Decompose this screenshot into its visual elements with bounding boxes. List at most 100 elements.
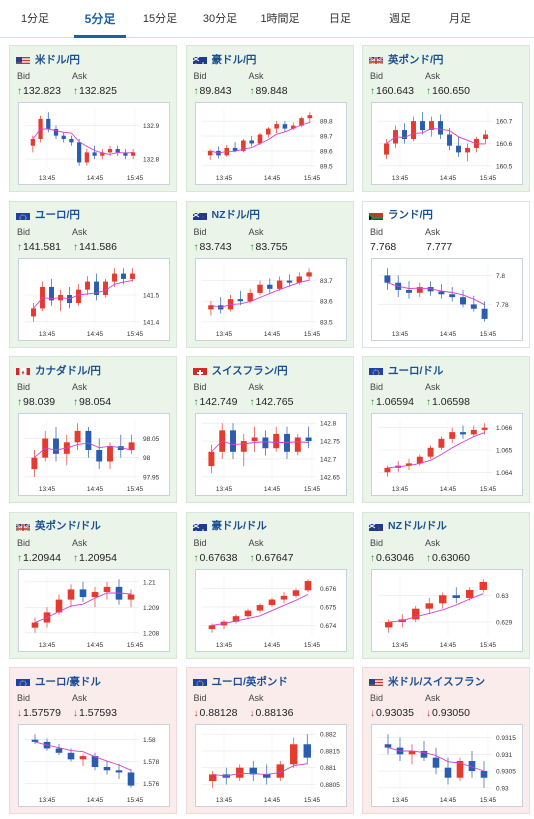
rate-card[interactable]: 豪ドル/ドル Bid Ask ↑0.67638 ↑0.67647 0.676 0.675 0.… bbox=[185, 511, 354, 659]
tab-0[interactable]: 1分足 bbox=[20, 13, 50, 25]
rate-card[interactable]: ユーロ/円 Bid Ask ↑141.581 ↑141.586 141.5 141.4 13:… bbox=[9, 200, 177, 348]
tab-5[interactable]: 日足 bbox=[329, 13, 351, 25]
y-tick-label: 1.066 bbox=[496, 425, 513, 432]
ask-label: Ask bbox=[72, 537, 88, 548]
rate-card[interactable]: カナダドル/円 Bid Ask ↑98.039 ↑98.054 98.05 98 97.95 1… bbox=[9, 356, 177, 503]
currency-pair-name[interactable]: NZドル/ドル bbox=[388, 520, 447, 532]
ask-value-wrap: ↑98.054 bbox=[73, 396, 111, 408]
currency-flag-icon bbox=[16, 365, 30, 375]
candle-body bbox=[77, 142, 82, 163]
currency-pair-name[interactable]: 英ポンド/ドル bbox=[35, 520, 101, 532]
ask-value-wrap: ↑0.67647 bbox=[250, 552, 294, 564]
ask-label: Ask bbox=[72, 226, 88, 237]
ask-label: Ask bbox=[425, 71, 441, 81]
currency-pair-name[interactable]: ユーロ/ドル bbox=[388, 364, 444, 377]
currency-pair-name[interactable]: 豪ドル/ドル bbox=[211, 520, 267, 532]
rate-card[interactable]: NZドル/ドル Bid Ask ↑0.63046 ↑0.63060 0.63 0.629 13… bbox=[362, 511, 530, 659]
currency-pair-name[interactable]: 豪ドル/円 bbox=[211, 53, 257, 66]
candlestick-chart[interactable]: 83.7 83.6 83.5 13:45 14:45 15:45 bbox=[194, 257, 347, 341]
candlestick-chart[interactable]: 98.05 98 97.95 13:45 14:45 15:45 bbox=[18, 413, 170, 496]
candle-body bbox=[282, 124, 287, 129]
rate-card[interactable]: 豪ドル/円 Bid Ask ↑89.843 ↑89.848 89.8 89.7 89.6 89.… bbox=[185, 45, 354, 192]
currency-flag-icon bbox=[369, 521, 383, 531]
candlestick-chart[interactable]: 89.8 89.7 89.6 89.5 13:45 14:45 15:45 bbox=[194, 102, 347, 185]
bid-value-wrap: ↓1.57579 bbox=[17, 707, 67, 719]
rate-card[interactable]: スイスフラン/円 Bid Ask ↑142.749 ↑142.765 142.8 142.7… bbox=[185, 356, 354, 503]
rate-card[interactable]: NZドル/円 Bid Ask ↑83.743 ↑83.755 83.7 83.6 83.5 13… bbox=[185, 200, 354, 348]
rate-card[interactable]: 英ポンド/ドル Bid Ask ↑1.20944 ↑1.20954 1.21 1.209 1.… bbox=[9, 511, 177, 659]
candle-body bbox=[79, 756, 87, 760]
candlestick-chart[interactable]: 1.066 1.065 1.064 13:45 14:45 15:45 bbox=[371, 413, 523, 496]
y-tick-label: 89.8 bbox=[320, 119, 333, 126]
candlestick-chart[interactable]: 160.7 160.6 160.5 13:45 14:45 15:45 bbox=[371, 102, 523, 185]
candle-body bbox=[402, 130, 407, 139]
bid-label: Bid bbox=[17, 226, 31, 237]
candle-body bbox=[480, 771, 488, 778]
candlestick-chart[interactable]: 1.21 1.209 1.208 13:45 14:45 15:45 bbox=[18, 568, 170, 652]
bid-value: 98.039 bbox=[23, 396, 56, 408]
candlestick-chart[interactable]: 1.58 1.578 1.576 13:45 14:45 15:45 bbox=[18, 724, 170, 807]
currency-pair-name[interactable]: 英ポンド/円 bbox=[388, 53, 444, 66]
currency-pair-name[interactable]: スイスフラン/円 bbox=[211, 364, 288, 377]
candlestick-chart[interactable]: 132.9 132.8 13:45 14:45 15:45 bbox=[18, 102, 170, 185]
rate-card[interactable]: ユーロ/英ポンド Bid Ask ↓0.88128 ↓0.88136 0.882 0.881… bbox=[185, 667, 354, 814]
y-tick-label: 1.065 bbox=[496, 448, 513, 455]
bid-value-wrap: ↑132.823 bbox=[17, 85, 67, 97]
price-values: ↓1.57579 ↓1.57593 bbox=[17, 707, 117, 719]
bid-value-wrap: ↑1.20944 bbox=[17, 552, 67, 564]
y-tick-label: 83.5 bbox=[320, 319, 333, 326]
rate-card[interactable]: 英ポンド/円 Bid Ask ↑160.643 ↑160.650 160.7 160.6 16… bbox=[362, 45, 530, 192]
currency-flag-icon bbox=[16, 210, 30, 220]
candle-body bbox=[76, 289, 81, 303]
candle-body bbox=[31, 622, 39, 628]
card-header: 米ドル/円 bbox=[16, 52, 80, 66]
candlestick-chart[interactable]: 0.676 0.675 0.674 13:45 14:45 15:45 bbox=[194, 568, 347, 652]
candlestick-chart[interactable]: 7.8 7.78 13:45 14:45 15:45 bbox=[371, 257, 523, 341]
candle-body bbox=[303, 744, 311, 758]
tab-1[interactable]: 5分足 bbox=[70, 0, 130, 38]
currency-pair-name[interactable]: ユーロ/豪ドル bbox=[35, 675, 101, 688]
candlestick-chart[interactable]: 0.9315 0.931 0.9305 0.93 13:45 14:45 15:45 bbox=[371, 724, 523, 807]
bid-value: 0.88128 bbox=[199, 707, 238, 719]
currency-pair-name[interactable]: ランド/円 bbox=[388, 209, 433, 221]
up-arrow-icon: ↑ bbox=[193, 86, 199, 97]
ask-value: 0.67647 bbox=[255, 551, 294, 564]
candlestick-chart[interactable]: 141.5 141.4 13:45 14:45 15:45 bbox=[18, 257, 170, 341]
candle-body bbox=[468, 761, 476, 772]
currency-pair-name[interactable]: カナダドル/円 bbox=[35, 364, 101, 377]
currency-pair-name[interactable]: NZドル/円 bbox=[211, 209, 260, 221]
candle-body bbox=[456, 145, 461, 153]
bid-value: 160.643 bbox=[376, 85, 414, 97]
candlestick-chart[interactable]: 0.63 0.629 13:45 14:45 15:45 bbox=[371, 568, 523, 652]
rate-card[interactable]: ランド/円 Bid Ask 7.768 7.777 7.8 7.78 13:45 14:45 15… bbox=[362, 200, 530, 348]
bid-label: Bid bbox=[370, 537, 384, 548]
rate-card[interactable]: 米ドル/スイスフラン Bid Ask ↓0.93035 ↓0.93050 0.9315 0.… bbox=[362, 667, 530, 814]
candle-body bbox=[130, 273, 135, 279]
candlestick-chart[interactable]: 142.8 142.75 142.7 142.65 13:45 14:45 15:45 bbox=[194, 413, 347, 496]
tab-6[interactable]: 週足 bbox=[389, 13, 411, 25]
rate-card[interactable]: ユーロ/ドル Bid Ask ↑1.06594 ↑1.06598 1.066 1.065 1.… bbox=[362, 356, 530, 503]
ask-value-wrap: ↑1.06598 bbox=[426, 396, 470, 408]
candle-body bbox=[447, 134, 452, 146]
y-tick-label: 7.8 bbox=[496, 272, 505, 279]
candle-body bbox=[249, 767, 257, 775]
candlestick-chart[interactable]: 0.882 0.8815 0.881 0.8805 13:45 14:45 15:45 bbox=[194, 724, 347, 807]
currency-pair-name[interactable]: 米ドル/スイスフラン bbox=[388, 675, 486, 688]
tab-4[interactable]: 1時間足 bbox=[260, 13, 300, 25]
rate-card[interactable]: ユーロ/豪ドル Bid Ask ↓1.57579 ↓1.57593 1.58 1.578 1.… bbox=[9, 667, 177, 814]
currency-pair-name[interactable]: 米ドル/円 bbox=[35, 53, 80, 66]
tab-3[interactable]: 30分足 bbox=[202, 13, 238, 25]
currency-pair-name[interactable]: ユーロ/英ポンド bbox=[211, 675, 288, 688]
price-labels: Bid Ask bbox=[194, 382, 264, 392]
candle-body bbox=[53, 438, 59, 454]
ask-value-wrap: 7.777 bbox=[426, 241, 452, 253]
tab-7[interactable]: 月足 bbox=[449, 13, 471, 25]
rate-card[interactable]: 米ドル/円 Bid Ask ↑132.823 ↑132.825 132.9 132.8 13:… bbox=[9, 45, 177, 192]
down-arrow-icon: ↓ bbox=[17, 708, 22, 719]
currency-flag-icon bbox=[369, 210, 383, 220]
x-tick-label: 14:45 bbox=[87, 331, 104, 338]
chart-svg: 7.8 7.78 13:45 14:45 15:45 bbox=[378, 264, 509, 338]
bid-value-wrap: ↑83.743 bbox=[194, 241, 244, 253]
tab-2[interactable]: 15分足 bbox=[142, 13, 178, 25]
currency-pair-name[interactable]: ユーロ/円 bbox=[35, 209, 80, 221]
